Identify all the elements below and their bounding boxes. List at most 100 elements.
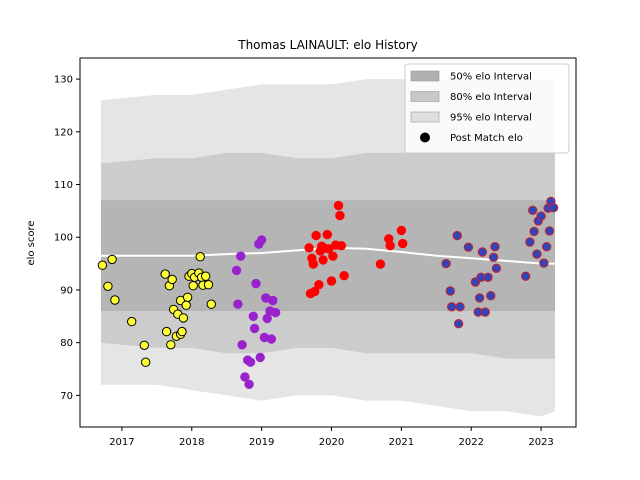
x-axis: 2017 2018 2019 2020 2021 2022 2023 (109, 427, 554, 448)
legend-swatch (410, 91, 440, 102)
data-point (310, 286, 320, 297)
data-point (521, 271, 531, 281)
data-point (463, 242, 474, 252)
data-point (336, 241, 346, 251)
legend-marker (420, 132, 430, 143)
data-point (103, 281, 113, 291)
x-tick-label: 2019 (249, 437, 274, 448)
x-tick-label: 2023 (528, 437, 553, 448)
band-50-interval (101, 200, 555, 311)
data-point (452, 230, 462, 241)
data-point (110, 295, 120, 305)
legend-label: 95% elo Interval (450, 113, 532, 124)
data-point (548, 203, 559, 213)
data-point (318, 255, 328, 265)
data-point (240, 372, 250, 382)
data-point (304, 243, 314, 253)
data-point (486, 291, 496, 301)
y-axis-label: elo score (26, 220, 37, 265)
data-point (181, 300, 191, 310)
data-point (396, 225, 407, 236)
data-point (525, 237, 535, 247)
data-point (237, 340, 247, 350)
data-point (490, 242, 500, 252)
data-point (375, 259, 386, 269)
data-point (542, 242, 552, 252)
legend-swatch (410, 70, 440, 82)
x-tick-label: 2021 (389, 437, 414, 448)
data-point (455, 302, 465, 312)
legend-swatch (410, 111, 440, 123)
data-point (268, 295, 278, 306)
data-point (447, 302, 457, 312)
data-point (188, 281, 198, 291)
data-point (532, 249, 542, 259)
data-point (328, 251, 338, 261)
plot-frame (79, 57, 577, 428)
data-point (236, 251, 246, 261)
data-point (398, 238, 408, 249)
data-point (491, 263, 502, 273)
data-point (385, 241, 395, 251)
data-point (474, 293, 485, 303)
data-point (160, 269, 170, 279)
data-point (141, 357, 151, 367)
data-point (127, 316, 137, 327)
data-point (167, 274, 177, 285)
data-point (314, 280, 324, 290)
data-point (322, 229, 332, 240)
data-point (206, 299, 217, 309)
data-point (256, 235, 267, 245)
legend: 50% elo Interval 80% elo Interval 95% elo … (404, 63, 570, 154)
data-point (488, 252, 499, 262)
data-point (97, 260, 108, 270)
data-point (177, 326, 187, 337)
y-axis: 70 80 90 100 110 120 130 (54, 75, 80, 402)
data-point (483, 272, 493, 282)
data-point (233, 299, 243, 309)
y-tick-label: 130 (54, 75, 73, 86)
data-point (107, 254, 117, 265)
data-point (245, 357, 256, 367)
data-point (528, 205, 538, 216)
data-point (255, 352, 265, 363)
x-tick-label: 2020 (319, 437, 344, 448)
data-point (544, 226, 555, 236)
y-tick-label: 100 (54, 233, 73, 244)
x-tick-label: 2022 (458, 437, 483, 448)
plot-area (79, 57, 577, 428)
data-point (248, 311, 259, 321)
data-point (161, 326, 172, 337)
legend-label: 50% elo Interval (450, 72, 532, 83)
data-point (445, 286, 455, 296)
data-point (266, 334, 277, 344)
data-point (335, 210, 345, 221)
data-point (249, 323, 260, 334)
data-point (182, 292, 193, 302)
data-point (311, 230, 321, 241)
y-tick-label: 90 (60, 285, 73, 296)
y-tick-label: 70 (60, 391, 73, 402)
data-point (166, 340, 176, 350)
data-point (231, 265, 242, 276)
data-point (195, 252, 205, 262)
x-tick-label: 2017 (109, 437, 134, 448)
data-point (308, 259, 318, 269)
data-point (270, 307, 281, 318)
legend-box (404, 63, 570, 154)
chart-title: Thomas LAINAULT: elo History (237, 38, 418, 52)
data-point (333, 200, 344, 211)
legend-label: Post Match elo (450, 133, 523, 144)
data-point (203, 280, 214, 290)
post-match-points (97, 196, 559, 389)
data-point (339, 271, 349, 281)
data-point (326, 276, 337, 286)
data-point (453, 319, 464, 329)
data-point (441, 258, 451, 269)
data-point (480, 307, 490, 317)
data-point (139, 340, 150, 350)
data-point (529, 226, 539, 237)
y-tick-label: 110 (54, 180, 73, 191)
data-point (536, 211, 546, 221)
